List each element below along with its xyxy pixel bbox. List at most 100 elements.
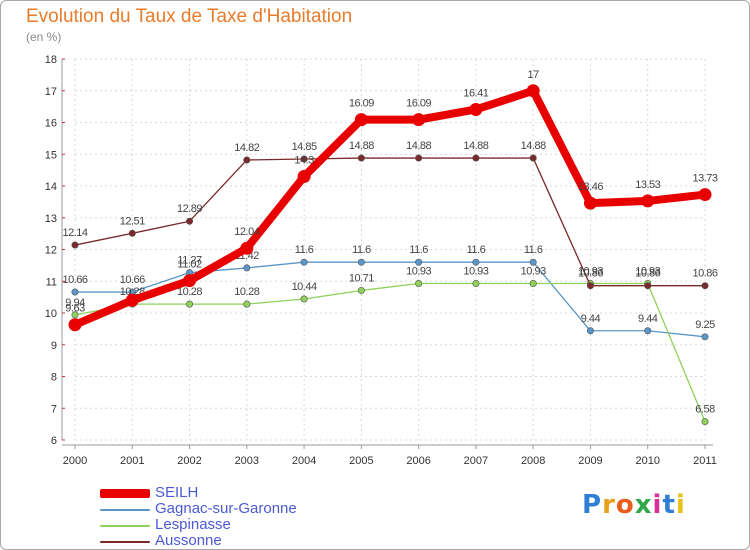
data-point: [701, 282, 709, 290]
y-tick-label: 12: [45, 245, 57, 257]
data-label: 10.93: [578, 265, 603, 277]
logo-letter: i: [675, 490, 686, 520]
data-point: [71, 241, 79, 249]
x-tick-label: 2000: [63, 455, 87, 467]
data-point: [300, 258, 308, 266]
data-point: [644, 282, 652, 290]
data-point: [698, 188, 712, 202]
legend-swatch: [100, 509, 150, 511]
data-label: 10.28: [234, 286, 259, 298]
data-point: [701, 418, 709, 426]
data-label: 13.46: [578, 181, 603, 193]
data-point: [71, 311, 79, 319]
data-point: [415, 279, 423, 287]
data-label: 12.51: [120, 215, 145, 227]
y-tick-label: 14: [45, 181, 57, 193]
data-label: 16.09: [349, 98, 374, 110]
data-label: 10.66: [120, 274, 145, 286]
x-tick-label: 2001: [120, 455, 144, 467]
data-point: [472, 258, 480, 266]
data-label: 14.88: [521, 140, 546, 152]
data-point: [701, 333, 709, 341]
y-tick-label: 11: [46, 276, 57, 288]
data-point: [243, 156, 251, 164]
data-label: 12.14: [62, 227, 87, 239]
data-label: 10.93: [406, 265, 431, 277]
legend-swatch: [100, 525, 150, 527]
data-label: 14.3: [294, 154, 314, 166]
x-tick-label: 2007: [464, 455, 488, 467]
y-tick-label: 16: [45, 118, 57, 130]
chart-subtitle: (en %): [26, 30, 62, 44]
data-label: 6.58: [695, 404, 715, 416]
data-point: [586, 327, 594, 335]
data-label: 13.53: [635, 179, 660, 191]
data-point: [243, 264, 251, 272]
data-point: [300, 295, 308, 303]
x-tick-label: 2005: [349, 455, 373, 467]
y-tick-label: 15: [45, 149, 57, 161]
data-point: [529, 154, 537, 162]
series-line-gagnac-sur-garonne: [74, 261, 706, 338]
proxiti-logo: Proxiti: [582, 490, 686, 520]
logo-letter: t: [662, 490, 676, 520]
x-tick-label: 2002: [177, 455, 201, 467]
data-label: 11.6: [295, 244, 314, 256]
data-point: [186, 217, 194, 225]
data-point: [469, 102, 483, 116]
data-label: 11.6: [409, 244, 428, 256]
data-point: [529, 279, 537, 287]
legend-swatch: [100, 489, 150, 498]
legend-label: SEILH: [155, 484, 199, 501]
data-label: 10.71: [349, 272, 374, 284]
data-point: [412, 113, 426, 127]
legend-label: Aussonne: [155, 532, 222, 549]
data-point: [583, 196, 597, 210]
data-point: [71, 288, 79, 296]
data-point: [644, 327, 652, 335]
x-tick-label: 2003: [235, 455, 259, 467]
data-label: 11.6: [352, 244, 371, 256]
data-point: [472, 279, 480, 287]
logo-letter: P: [582, 490, 603, 520]
data-point: [415, 154, 423, 162]
data-label: 14.88: [406, 140, 431, 152]
series-line-seilh: [71, 86, 709, 329]
data-label: 9.25: [695, 319, 715, 331]
y-tick-label: 9: [51, 340, 57, 352]
logo-letter: r: [602, 490, 616, 520]
data-label: 13.73: [692, 173, 717, 185]
x-tick-label: 2008: [521, 455, 545, 467]
chart-title: Evolution du Taux de Taxe d'Habitation: [26, 6, 353, 27]
logo-letter: x: [634, 490, 653, 520]
data-point: [68, 318, 82, 332]
logo-letter: o: [615, 490, 635, 520]
data-label: 9.94: [65, 297, 85, 309]
y-tick-label: 6: [51, 435, 57, 447]
data-label: 14.82: [234, 142, 259, 154]
data-label: 9.44: [638, 313, 658, 325]
data-point: [472, 154, 480, 162]
data-label: 10.28: [177, 286, 202, 298]
data-label: 10.86: [635, 268, 660, 280]
data-label: 16.09: [406, 98, 431, 110]
data-label: 10.66: [62, 274, 87, 286]
data-point: [186, 300, 194, 308]
x-tick-label: 2009: [578, 455, 602, 467]
x-tick-label: 2010: [635, 455, 659, 467]
data-label: 10.44: [292, 281, 317, 293]
y-tick-label: 8: [51, 372, 57, 384]
y-tick-label: 18: [45, 54, 57, 66]
data-point: [243, 300, 251, 308]
data-point: [586, 282, 594, 290]
data-label: 10.86: [692, 268, 717, 280]
data-label: 14.88: [463, 140, 488, 152]
data-point: [183, 274, 197, 288]
logo-letter: i: [652, 490, 663, 520]
data-point: [357, 258, 365, 266]
data-point: [128, 229, 136, 237]
data-label: 11.27: [177, 255, 202, 267]
data-point: [300, 155, 308, 163]
